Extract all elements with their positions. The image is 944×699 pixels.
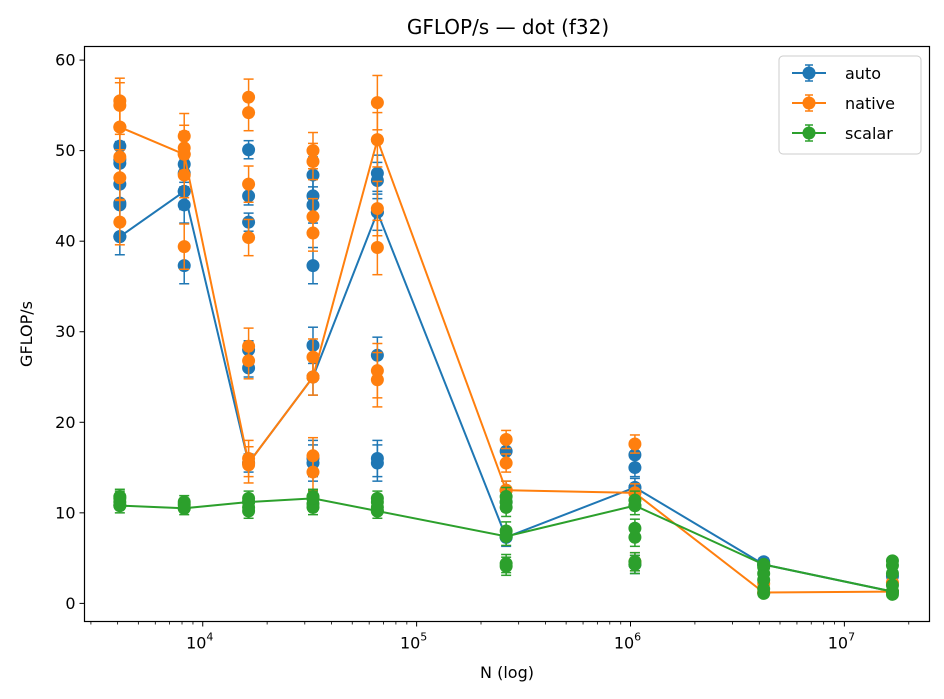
y-tick-label: 0 [65, 594, 75, 613]
x-axis-label: N (log) [480, 663, 534, 682]
data-point [242, 339, 256, 353]
legend-entry-native: native [792, 94, 895, 113]
line-point [370, 504, 384, 518]
data-point [306, 210, 320, 224]
data-point [499, 432, 513, 446]
data-point [306, 259, 320, 273]
data-point [306, 155, 320, 168]
data-point [628, 437, 642, 451]
data-point [370, 491, 384, 505]
x-tick-label: 106 [614, 631, 641, 653]
legend-entry-scalar: scalar [792, 124, 893, 143]
y-tick-label: 10 [55, 503, 75, 522]
data-point [370, 166, 384, 180]
series-scalar [113, 486, 899, 601]
data-point [306, 226, 320, 240]
y-tick-label: 20 [55, 413, 75, 432]
y-tick-label: 50 [55, 141, 75, 160]
line-point [628, 499, 642, 513]
data-point [628, 521, 642, 535]
data-point [242, 106, 256, 120]
data-point [177, 129, 191, 143]
line-point [306, 491, 320, 505]
x-tick-label: 105 [400, 631, 427, 653]
data-point [628, 555, 642, 569]
data-point [628, 461, 642, 475]
data-point [628, 530, 642, 544]
y-tick-label: 30 [55, 322, 75, 341]
data-point [113, 94, 127, 108]
legend-entry-auto: auto [792, 64, 881, 83]
data-point [177, 240, 191, 254]
data-point [113, 171, 127, 185]
data-point [499, 557, 513, 571]
line-point [242, 495, 256, 509]
legend-marker [802, 96, 816, 110]
legend-marker [802, 66, 816, 80]
legend-label: auto [845, 64, 881, 83]
y-tick-label: 40 [55, 232, 75, 251]
line-point [177, 501, 191, 515]
plot-area [83, 45, 931, 623]
data-point [242, 354, 256, 368]
x-axis: 104 105 106 107 [90, 621, 910, 653]
data-point [370, 373, 384, 387]
line-point [757, 557, 771, 571]
legend-box [778, 55, 922, 155]
legend-label: scalar [845, 124, 893, 143]
data-point [370, 202, 384, 216]
y-tick-label: 60 [55, 51, 75, 70]
data-point [370, 452, 384, 466]
data-point [499, 456, 513, 470]
legend-label: native [845, 94, 895, 113]
data-point [306, 144, 320, 158]
data-point [242, 177, 256, 191]
data-point [885, 554, 899, 568]
data-point [370, 96, 384, 110]
data-point [306, 465, 320, 479]
data-point [242, 231, 256, 245]
plot-frame [83, 45, 931, 623]
data-point [499, 490, 513, 504]
line-point [499, 529, 513, 543]
y-axis-label: GFLOP/s [17, 301, 36, 367]
data-point [370, 364, 384, 378]
data-point [113, 490, 127, 504]
legend-marker [802, 126, 816, 140]
data-point [757, 582, 771, 596]
line-point [113, 499, 127, 513]
data-point [242, 90, 256, 104]
line-point [113, 120, 127, 134]
data-point [242, 143, 256, 157]
data-point [113, 150, 127, 164]
chart-title: GFLOP/s — dot (f32) [407, 15, 609, 39]
line-point [306, 370, 320, 384]
line-point [177, 147, 191, 161]
x-tick-label: 107 [828, 631, 855, 653]
data-point [306, 449, 320, 463]
series-layer [113, 74, 899, 601]
legend: auto native scalar [778, 55, 922, 155]
data-point [370, 241, 384, 255]
line-point [370, 133, 384, 147]
line-point [242, 456, 256, 470]
x-tick-label: 104 [186, 631, 213, 653]
data-point [306, 350, 320, 364]
y-axis: 0 10 20 30 40 50 60 [55, 51, 85, 613]
data-point [113, 215, 127, 229]
data-point [628, 448, 642, 462]
line-point [885, 585, 899, 599]
